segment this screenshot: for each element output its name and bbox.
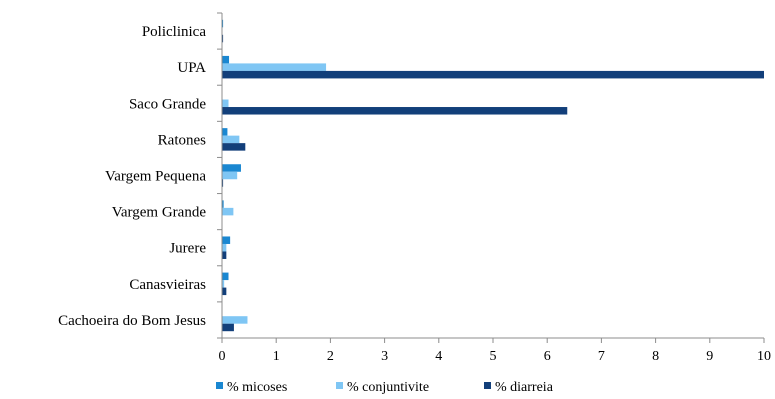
bar-policlinica-micoses bbox=[222, 19, 224, 28]
bar-upa-micoses bbox=[222, 55, 230, 64]
bar-policlinica-diarreia bbox=[222, 34, 224, 43]
bar-cachoeira-do-bom-jesus-diarreia bbox=[222, 323, 234, 332]
bar-jurere-diarreia bbox=[222, 251, 227, 259]
category-label-ratones: Ratones bbox=[158, 132, 206, 148]
category-label-vargem-pequena: Vargem Pequena bbox=[105, 169, 206, 185]
category-label-vargem-grande: Vargem Grande bbox=[112, 205, 207, 221]
bar-saco-grande-conjuntivite bbox=[222, 99, 229, 108]
bar-vargem-pequena-micoses bbox=[222, 164, 241, 172]
legend: % micoses % conjuntivite % diarreia bbox=[216, 380, 554, 395]
bars-layer bbox=[222, 19, 764, 332]
bar-saco-grande-diarreia bbox=[222, 107, 568, 115]
x-tick-label-0: 0 bbox=[219, 349, 226, 364]
category-label-upa: UPA bbox=[177, 60, 206, 76]
x-tick-label-6: 6 bbox=[544, 349, 551, 364]
x-tick-label-3: 3 bbox=[381, 349, 388, 364]
category-label-canasvieiras: Canasvieiras bbox=[129, 277, 206, 293]
legend-swatch-micoses bbox=[216, 382, 223, 389]
bar-upa-conjuntivite bbox=[222, 63, 327, 71]
bar-jurere-conjuntivite bbox=[222, 243, 227, 252]
x-tick-label-9: 9 bbox=[706, 349, 713, 364]
bar-canasvieiras-diarreia bbox=[222, 287, 227, 296]
bar-vargem-grande-micoses bbox=[222, 200, 224, 208]
bar-vargem-grande-conjuntivite bbox=[222, 207, 234, 216]
bar-ratones-micoses bbox=[222, 128, 228, 136]
bar-canasvieiras-micoses bbox=[222, 272, 229, 281]
legend-label-diarreia: % diarreia bbox=[495, 380, 554, 395]
bar-upa-diarreia bbox=[222, 70, 764, 79]
x-tick-label-1: 1 bbox=[273, 349, 280, 364]
x-tick-labels: 0 1 2 3 4 5 6 7 8 9 10 bbox=[219, 349, 772, 364]
y-tick-layer bbox=[217, 12, 222, 339]
legend-swatch-conjuntivite bbox=[336, 382, 343, 389]
x-tick-label-8: 8 bbox=[652, 349, 659, 364]
bar-vargem-pequena-diarreia bbox=[222, 179, 224, 187]
bar-ratones-diarreia bbox=[222, 143, 246, 151]
legend-label-micoses: % micoses bbox=[227, 380, 287, 395]
category-label-saco-grande: Saco Grande bbox=[129, 96, 206, 112]
x-tick-label-10: 10 bbox=[757, 349, 771, 364]
bar-cachoeira-do-bom-jesus-conjuntivite bbox=[222, 316, 248, 324]
x-tick-label-7: 7 bbox=[598, 349, 605, 364]
bar-jurere-micoses bbox=[222, 236, 231, 244]
x-tick-layer bbox=[221, 338, 765, 343]
category-labels: Policlinica UPA Saco Grande Ratones Vargem P… bbox=[58, 24, 206, 329]
bar-ratones-conjuntivite bbox=[222, 135, 240, 144]
legend-swatch-diarreia bbox=[484, 382, 491, 389]
bar-canasvieiras-conjuntivite bbox=[222, 280, 225, 288]
category-label-policlinica: Policlinica bbox=[142, 24, 206, 40]
category-label-jurere: Jurere bbox=[169, 241, 206, 257]
x-tick-label-4: 4 bbox=[435, 349, 442, 364]
legend-label-conjuntivite: % conjuntivite bbox=[347, 380, 429, 395]
x-tick-label-2: 2 bbox=[327, 349, 334, 364]
bar-vargem-pequena-conjuntivite bbox=[222, 171, 238, 180]
category-label-cachoeira-do-bom-jesus: Cachoeira do Bom Jesus bbox=[58, 313, 206, 329]
x-tick-label-5: 5 bbox=[490, 349, 497, 364]
